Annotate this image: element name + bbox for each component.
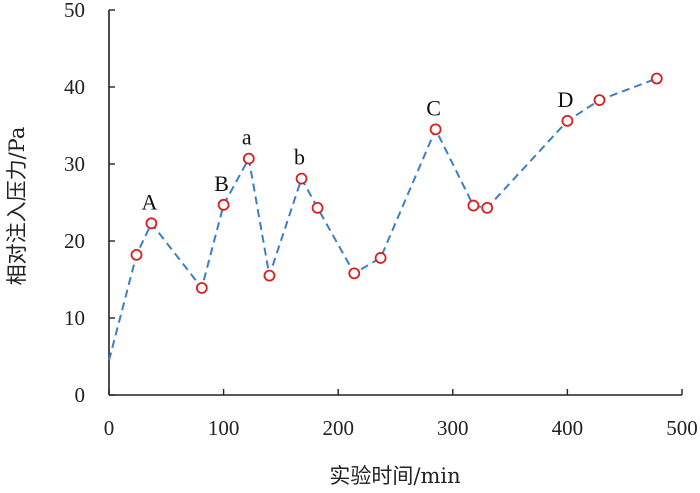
data-markers (130, 72, 663, 294)
data-point-marker (593, 94, 606, 106)
y-tick-label: 40 (64, 75, 85, 99)
series-lines (108, 77, 658, 361)
y-tick-label: 0 (75, 383, 86, 407)
data-point-marker (467, 199, 480, 212)
data-point-marker (561, 114, 574, 127)
x-tick-label: 500 (666, 416, 698, 440)
x-tick-label: 200 (322, 416, 354, 440)
data-point-marker (311, 201, 324, 214)
data-point-marker (263, 269, 276, 282)
point-annotation: C (426, 95, 441, 120)
point-annotation: B (214, 171, 229, 196)
y-tick-label: 30 (64, 152, 85, 176)
x-tick-label: 100 (208, 416, 240, 440)
data-point-marker (429, 123, 442, 136)
data-point-marker (348, 267, 361, 280)
data-point-marker (130, 248, 143, 261)
point-annotation: a (242, 125, 252, 150)
point-annotation: D (557, 87, 573, 112)
data-point-marker (242, 152, 255, 165)
x-tick-label: 400 (552, 416, 584, 440)
point-annotation: b (294, 145, 305, 170)
data-point-marker (145, 217, 158, 230)
point-annotations: A Ba b C D (141, 87, 573, 214)
point-annotation: A (141, 189, 157, 214)
data-point-marker (374, 252, 387, 264)
x-tick-label: 0 (104, 416, 115, 440)
y-tick-label: 50 (64, 0, 85, 22)
x-axis-title: 实验时间/min (329, 464, 460, 488)
data-point-marker (295, 172, 308, 185)
axes (108, 10, 682, 396)
data-point-marker (195, 282, 208, 294)
series-line (108, 77, 658, 361)
y-tick-label: 20 (64, 229, 85, 253)
y-tick-label: 10 (64, 306, 85, 330)
data-point-marker (217, 198, 230, 211)
x-tick-label: 300 (437, 416, 469, 440)
axis-ticks: 0 100 200 300 400 500 0 10 20 30 40 50 (64, 0, 698, 440)
data-point-marker (481, 201, 494, 214)
data-point-marker (650, 72, 663, 85)
y-axis-title: 相对注入压力/Pa (5, 127, 29, 286)
